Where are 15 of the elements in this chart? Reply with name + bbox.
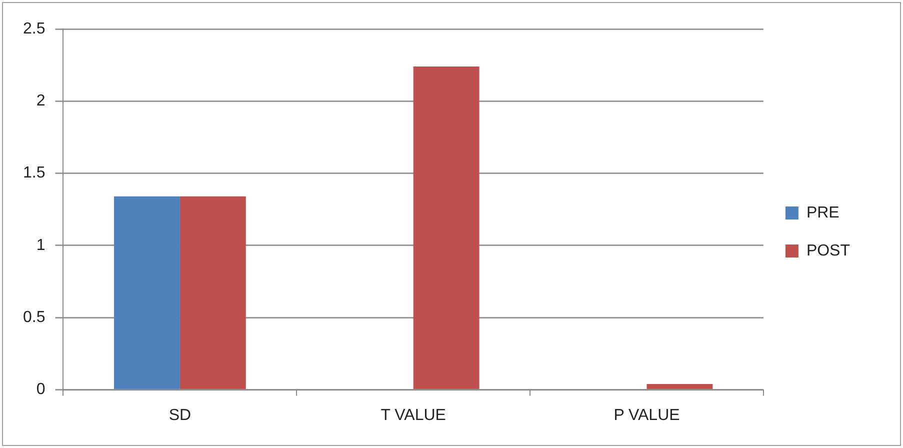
- y-tick-label: 0: [36, 381, 46, 398]
- y-tick-label: 2.5: [22, 20, 46, 38]
- x-tick-label: P VALUE: [614, 406, 680, 424]
- x-tick-label: SD: [168, 406, 192, 424]
- y-tick-label: 2: [36, 92, 46, 110]
- bar: [646, 384, 713, 390]
- y-tick-label: 1: [36, 236, 46, 254]
- y-tick-label: 0.5: [22, 309, 46, 326]
- legend-label: POST: [806, 242, 850, 260]
- bar: [180, 196, 246, 390]
- legend-label: PRE: [806, 204, 840, 222]
- bar: [114, 196, 180, 390]
- y-tick-label: 1.5: [22, 164, 46, 182]
- x-tick-label: T VALUE: [380, 406, 446, 424]
- bar: [413, 66, 480, 390]
